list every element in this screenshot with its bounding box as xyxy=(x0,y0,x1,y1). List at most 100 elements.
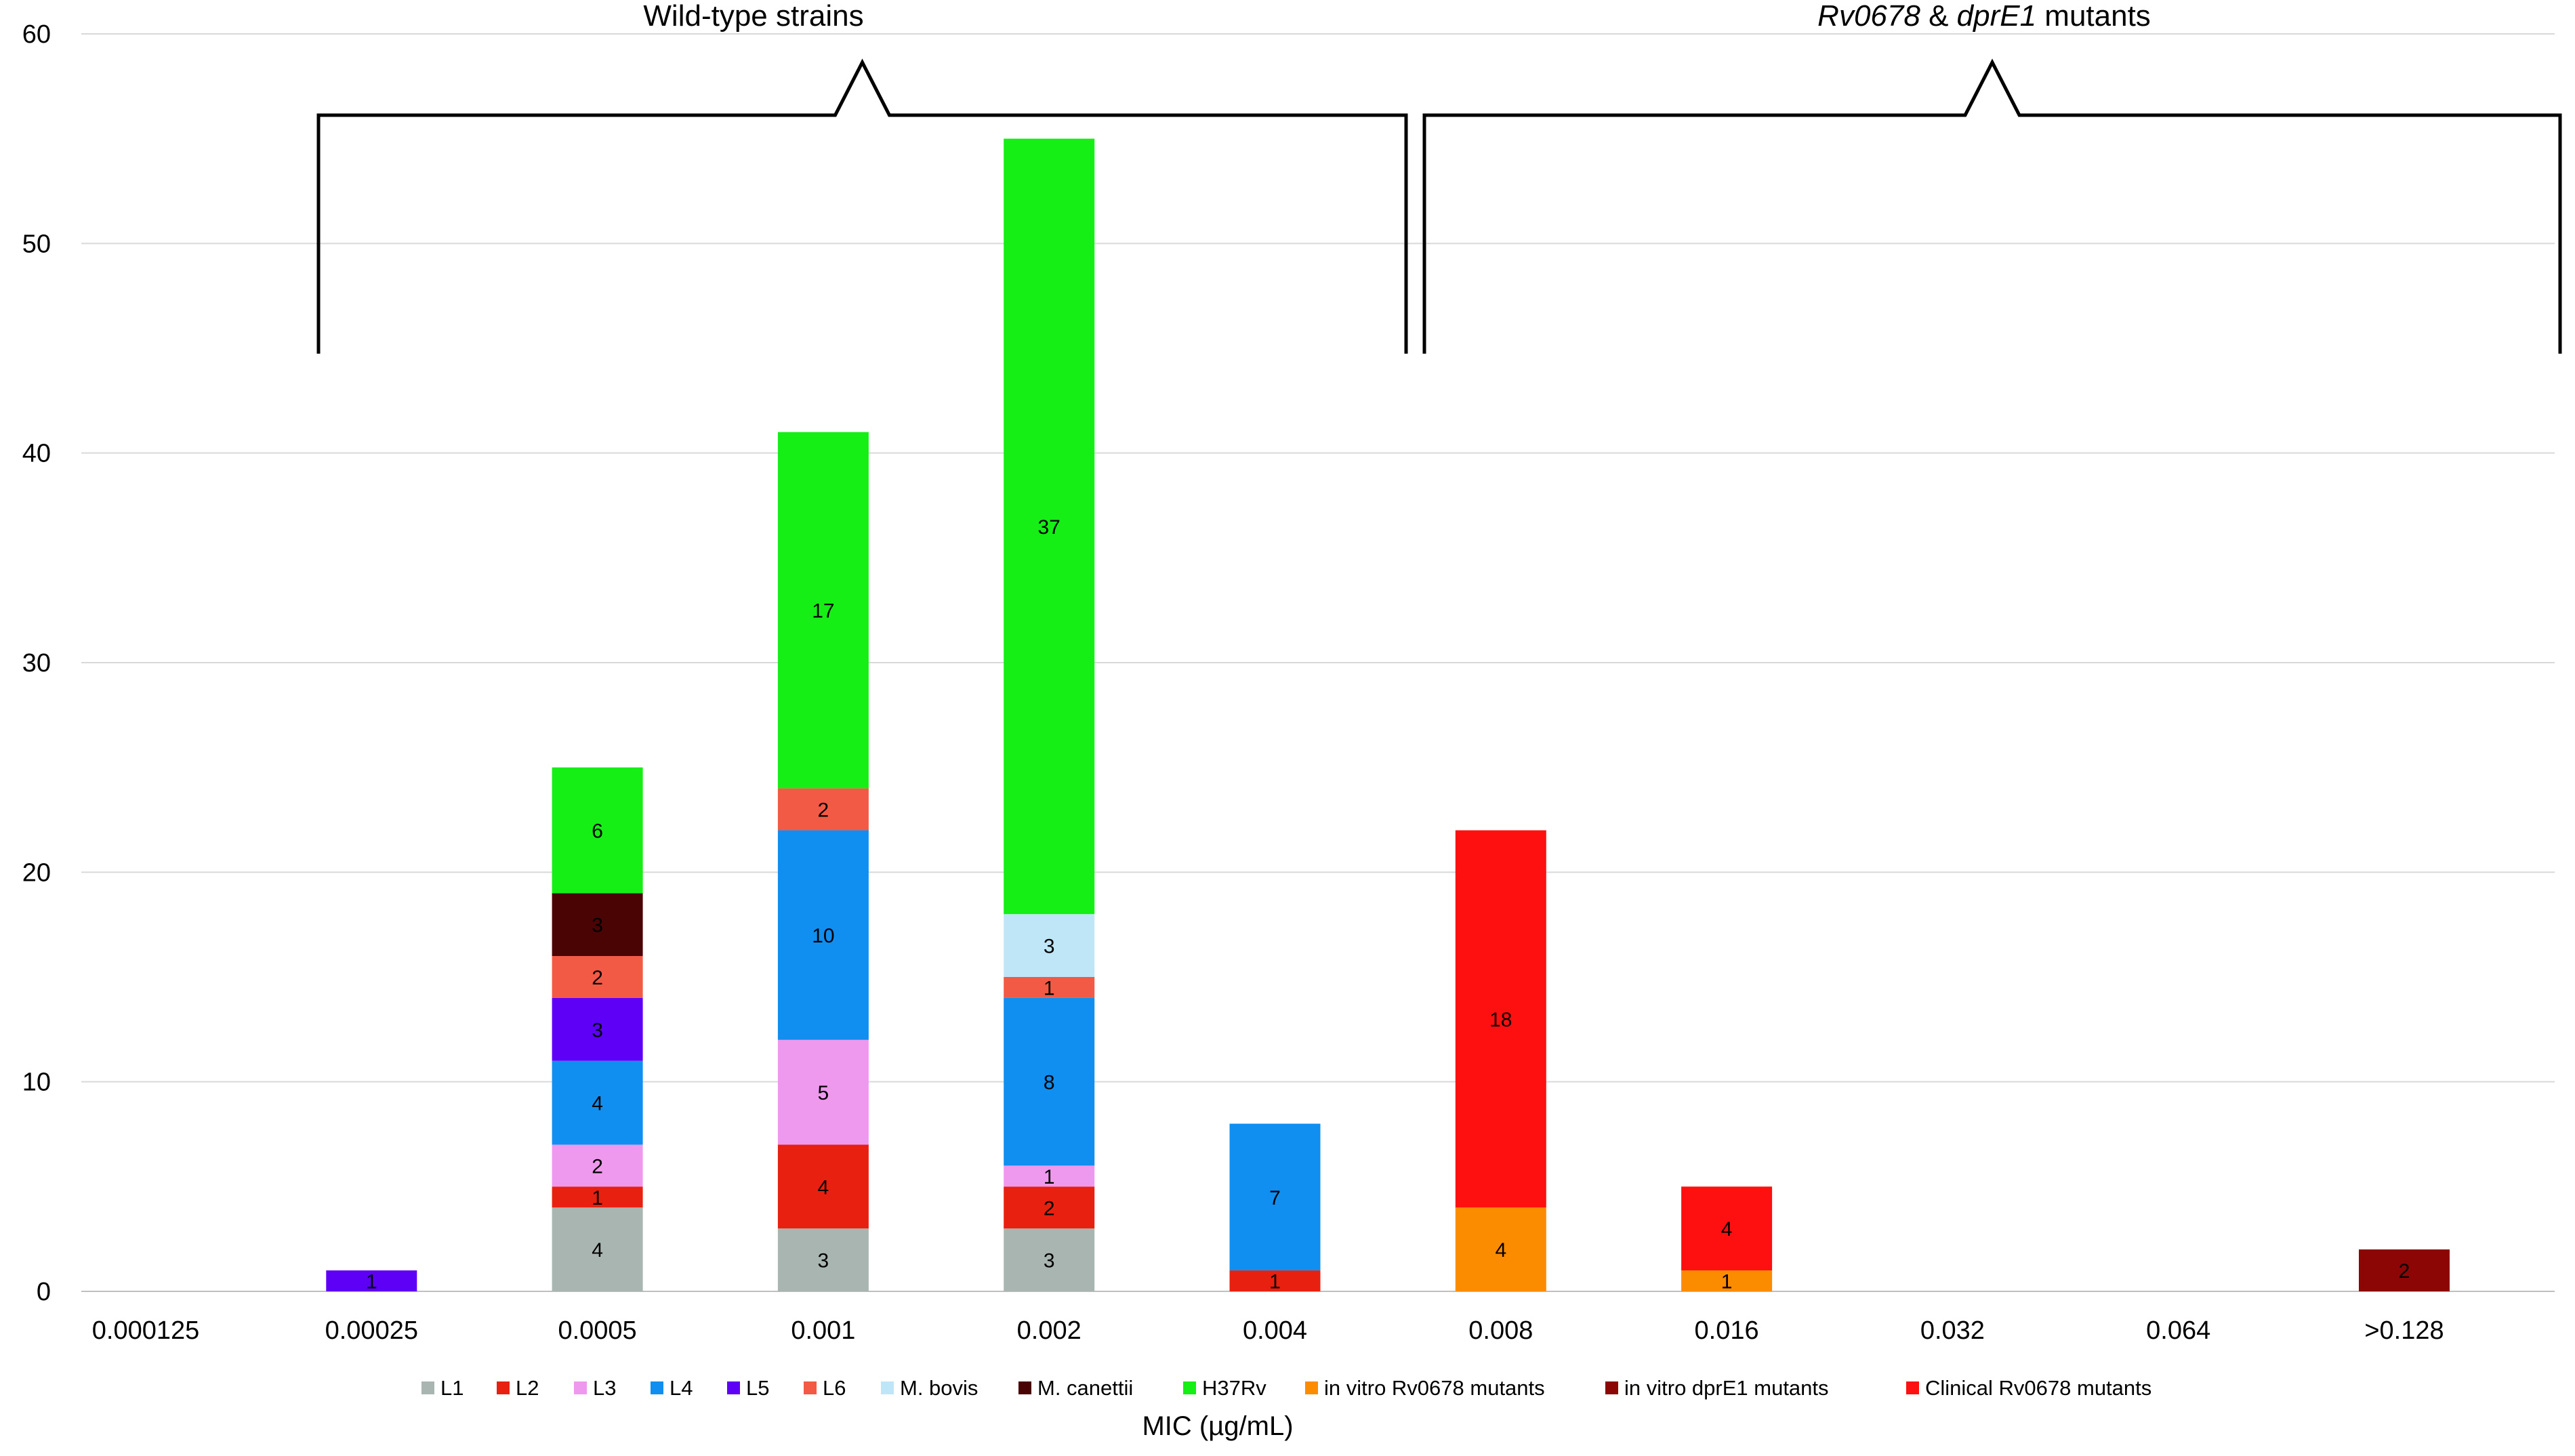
bar-l6-0-0005 xyxy=(552,956,643,998)
bar-label-l2-0-004: 1 xyxy=(1269,1271,1281,1293)
legend-swatch-l1 xyxy=(421,1381,434,1394)
x-tick-label-0-008: 0.008 xyxy=(1468,1316,1533,1345)
bar-l3-0-001 xyxy=(777,1039,869,1145)
bar-label-in-vitro-rv0678-mutants-0-016: 1 xyxy=(1721,1271,1733,1293)
legend-swatch-l3 xyxy=(574,1381,587,1394)
bar-label-h37rv-0-0005: 6 xyxy=(592,820,603,842)
bar-l1-0-001 xyxy=(777,1228,869,1291)
bar-l4-0-002 xyxy=(1004,997,1095,1166)
bar-in-vitro-rv0678-mutants-0-008 xyxy=(1455,1207,1546,1291)
bar-l2-0-002 xyxy=(1004,1186,1095,1229)
legend-swatch-clinical-rv0678-mutants xyxy=(1906,1381,1919,1394)
bar-label-l3-0-001: 5 xyxy=(818,1082,829,1104)
bars xyxy=(326,138,2450,1291)
legend-label-clinical-rv0678-mutants: Clinical Rv0678 mutants xyxy=(1925,1376,2151,1400)
legend-label-h37rv: H37Rv xyxy=(1202,1376,1266,1400)
legend-label-l6: L6 xyxy=(823,1376,846,1400)
bar-l1-0-002 xyxy=(1004,1228,1095,1291)
legend-swatch-l6 xyxy=(804,1381,817,1394)
bar-label-in-vitro-rv0678-mutants-0-008: 4 xyxy=(1495,1239,1506,1262)
bar-l3-0-0005 xyxy=(552,1144,643,1187)
bar-label-l6-0-001: 2 xyxy=(818,799,829,822)
legend-swatch-l2 xyxy=(497,1381,510,1394)
legend-swatch-m-bovis xyxy=(881,1381,894,1394)
legend-swatch-m-canettii xyxy=(1018,1381,1031,1394)
bar-label-clinical-rv0678-mutants-0-008: 18 xyxy=(1489,1009,1512,1031)
bar-label-l1-0-001: 3 xyxy=(818,1250,829,1272)
bar-label-l4-0-004: 7 xyxy=(1269,1187,1281,1209)
gridlines xyxy=(81,33,2555,1292)
legend-label-l2: L2 xyxy=(516,1376,539,1400)
bar-label-l5-0-00025: 1 xyxy=(366,1271,377,1293)
bar-label-l2-0-0005: 1 xyxy=(592,1187,603,1209)
bracket-label-mutants: Rv0678 & dprE1 mutants xyxy=(1817,0,2151,33)
bar-l6-0-001 xyxy=(777,788,869,831)
bar-label-m-canettii-0-0005: 3 xyxy=(592,915,603,937)
bar-l1-0-0005 xyxy=(552,1207,643,1291)
bar-l2-0-001 xyxy=(777,1144,869,1229)
bar-label-l4-0-0005: 4 xyxy=(592,1093,603,1115)
x-tick-label-0-032: 0.032 xyxy=(1920,1316,1985,1345)
bar-label-l1-0-0005: 4 xyxy=(592,1239,603,1262)
bar-label-l4-0-001: 10 xyxy=(812,925,834,947)
bar-l4-0-004 xyxy=(1229,1123,1321,1271)
bar-h37rv-0-001 xyxy=(777,432,869,789)
bar-in-vitro-rv0678-mutants-0-016 xyxy=(1681,1270,1773,1291)
y-axis-ticks: 0 10 20 30 40 50 60 xyxy=(22,20,51,1306)
bar-label-h37rv-0-002: 37 xyxy=(1038,516,1060,539)
legend-swatch-l4 xyxy=(651,1381,663,1394)
y-tick-label-0: 0 xyxy=(37,1278,51,1306)
bar-l4-0-001 xyxy=(777,830,869,1040)
bar-label-l5-0-0005: 3 xyxy=(592,1019,603,1041)
bar-h37rv-0-0005 xyxy=(552,767,643,894)
bracket-label-wild-type: Wild-type strains xyxy=(643,0,863,33)
bar-label-l6-0-002: 1 xyxy=(1044,977,1055,999)
y-tick-label-50: 50 xyxy=(22,230,51,258)
bar-label-l1-0-002: 3 xyxy=(1044,1250,1055,1272)
y-tick-label-20: 20 xyxy=(22,858,51,887)
bar-l5-0-0005 xyxy=(552,997,643,1061)
bar-clinical-rv0678-mutants-0-008 xyxy=(1455,830,1546,1208)
y-tick-label-40: 40 xyxy=(22,440,51,468)
legend-swatch-h37rv xyxy=(1183,1381,1196,1394)
bar-m-bovis-0-002 xyxy=(1004,914,1095,977)
bar-l2-0-0005 xyxy=(552,1186,643,1208)
y-tick-label-60: 60 xyxy=(22,20,51,49)
x-tick-label-0-0005: 0.0005 xyxy=(558,1316,636,1345)
bar-l5-0-00025 xyxy=(326,1270,417,1291)
legend-label-m-canettii: M. canettii xyxy=(1037,1376,1133,1400)
bar-l4-0-0005 xyxy=(552,1060,643,1145)
legend-label-m-bovis: M. bovis xyxy=(900,1376,978,1400)
bar-l2-0-004 xyxy=(1229,1270,1321,1291)
legend-label-l5: L5 xyxy=(746,1376,769,1400)
legend-label-in-vitro-dpre1-mutants: in vitro dprE1 mutants xyxy=(1624,1376,1829,1400)
x-tick-label-0-128: >0.128 xyxy=(2364,1316,2444,1345)
bar-h37rv-0-002 xyxy=(1004,138,1095,915)
x-axis-title: MIC (µg/mL) xyxy=(1142,1411,1293,1441)
bar-clinical-rv0678-mutants-0-016 xyxy=(1681,1186,1773,1271)
legend-label-l1: L1 xyxy=(440,1376,464,1400)
x-tick-label-0-001: 0.001 xyxy=(791,1316,855,1345)
legend-swatch-in-vitro-rv0678-mutants xyxy=(1305,1381,1318,1394)
group-brackets: Wild-type strains Rv0678 & dprE1 mutants xyxy=(316,0,2562,354)
bar-label-l4-0-002: 8 xyxy=(1044,1072,1055,1094)
legend-swatch-l5 xyxy=(727,1381,740,1394)
legend: L1 L2 L3 L4 L5 L6 M. bovis M. canettii H37Rv in v… xyxy=(421,1376,2151,1400)
bracket-wild-type xyxy=(316,58,1408,354)
bar-label-l2-0-002: 2 xyxy=(1044,1197,1055,1220)
bar-label-l3-0-002: 1 xyxy=(1044,1166,1055,1188)
bar-l6-0-002 xyxy=(1004,977,1095,998)
x-tick-label-0-00025: 0.00025 xyxy=(325,1316,418,1345)
bar-label-l6-0-0005: 2 xyxy=(592,967,603,989)
legend-swatch-in-vitro-dpre1-mutants xyxy=(1605,1381,1618,1394)
legend-label-in-vitro-rv0678-mutants: in vitro Rv0678 mutants xyxy=(1324,1376,1545,1400)
bar-l3-0-002 xyxy=(1004,1165,1095,1187)
bar-m-canettii-0-0005 xyxy=(552,893,643,957)
x-tick-label-0-002: 0.002 xyxy=(1017,1316,1082,1345)
bar-label-in-vitro-dpre1-mutants-0-128: 2 xyxy=(2399,1260,2410,1283)
y-tick-label-10: 10 xyxy=(22,1068,51,1097)
bar-label-clinical-rv0678-mutants-0-016: 4 xyxy=(1721,1218,1733,1241)
y-tick-label-30: 30 xyxy=(22,649,51,678)
